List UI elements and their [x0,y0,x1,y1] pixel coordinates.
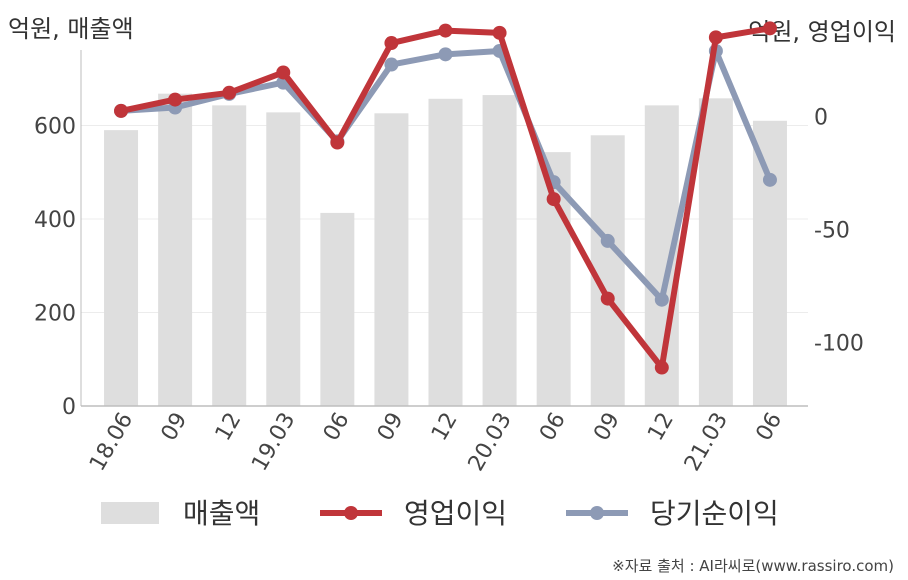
point-영업이익 [708,30,723,45]
bar-매출액 [590,135,625,406]
x-tick-label: 12 [427,409,463,446]
x-tick-label: 06 [319,409,355,446]
point-영업이익 [168,92,183,107]
legend-marker-당기순이익 [590,506,604,520]
legend-swatch-매출액 [101,502,159,524]
right-tick-label: -50 [814,219,850,244]
point-당기순이익 [384,57,399,72]
x-tick-label: 21.03 [680,409,733,476]
left-tick-label: 0 [62,395,76,420]
legend-marker-영업이익 [344,506,358,520]
point-당기순이익 [438,47,453,62]
bar-매출액 [752,120,787,406]
legend: 매출액 영업이익 당기순이익 [101,497,779,530]
point-영업이익 [600,291,615,306]
x-tick-label: 09 [589,409,625,446]
bar-매출액 [698,98,733,406]
x-tick-label: 18.06 [85,409,138,476]
point-영업이익 [276,65,291,80]
bar-매출액 [428,98,463,406]
x-tick-label: 19.03 [247,409,300,476]
point-영업이익 [492,25,507,40]
x-tick-label: 20.03 [464,408,517,475]
legend-label-당기순이익: 당기순이익 [650,497,779,530]
point-영업이익 [546,192,561,207]
bar-매출액 [374,113,409,406]
line-series-layer [114,21,777,375]
point-영업이익 [330,135,345,150]
bar-series-layer [104,93,787,407]
right-tick-label: -100 [814,332,864,357]
legend-label-영업이익: 영업이익 [404,497,507,530]
x-tick-label: 06 [535,409,571,446]
bar-매출액 [212,105,247,406]
x-tick-label: 09 [373,409,409,446]
left-tick-label: 200 [34,301,76,326]
left-tick-label: 600 [34,114,76,139]
bar-매출액 [158,93,193,407]
left-axis-unit-label: 억원, 매출액 [8,15,134,43]
point-영업이익 [114,103,129,118]
bar-매출액 [482,95,517,406]
legend-label-매출액: 매출액 [183,497,260,530]
x-tick-label: 12 [643,409,679,446]
x-tick-label: 06 [752,409,788,446]
source-note: ※자료 출처 : AI라씨로(www.rassiro.com) [612,557,894,575]
bar-매출액 [320,212,355,406]
point-영업이익 [654,360,669,375]
point-영업이익 [762,21,777,36]
point-영업이익 [222,85,237,100]
point-당기순이익 [654,292,669,307]
x-tick-label: 09 [157,409,193,446]
bar-매출액 [266,112,301,407]
x-tick-label: 12 [211,409,247,446]
bar-매출액 [104,130,139,406]
point-당기순이익 [762,172,777,187]
right-tick-label: 0 [814,106,828,131]
point-영업이익 [384,36,399,51]
point-당기순이익 [600,233,615,248]
point-영업이익 [438,23,453,38]
left-tick-label: 400 [34,208,76,233]
